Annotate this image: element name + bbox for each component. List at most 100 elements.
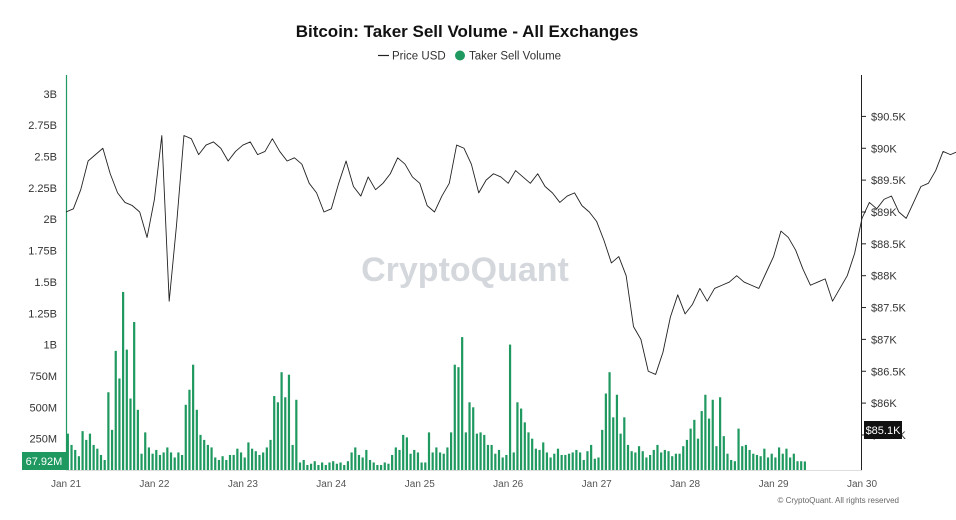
volume-bar: [534, 448, 537, 470]
volume-bar: [696, 438, 700, 470]
volume-bar: [652, 449, 655, 470]
volume-bar: [656, 444, 659, 470]
volume-bar: [177, 452, 180, 470]
y-right-tick-label: $87K: [871, 334, 897, 346]
copyright-footer: © CryptoQuant. All rights reserved: [778, 496, 900, 505]
volume-bar: [239, 452, 243, 470]
volume-bar: [744, 444, 748, 470]
x-tick-label: Jan 25: [405, 479, 435, 490]
volume-bar: [324, 464, 327, 470]
volume-bar: [232, 454, 235, 470]
volume-bar: [335, 463, 338, 470]
volume-bar: [464, 432, 467, 470]
volume-bar: [707, 418, 711, 470]
volume-bar: [711, 399, 714, 470]
volume-bar: [490, 444, 493, 470]
volume-bar: [225, 459, 228, 470]
volume-bar: [512, 452, 515, 470]
volume-bar: [435, 447, 438, 470]
volume-bar: [766, 457, 770, 470]
volume-bar: [468, 402, 471, 470]
y-left-tick-label: 1.25B: [28, 308, 57, 320]
volume-bar: [479, 432, 482, 470]
left-last-value-badge: 67.92M: [22, 452, 66, 470]
y-left-tick-label: 3B: [44, 89, 57, 101]
volume-bar: [158, 454, 162, 470]
x-tick-label: Jan 22: [139, 479, 169, 490]
volume-bar: [604, 393, 607, 470]
volume-bar: [575, 449, 578, 470]
chart-title: Bitcoin: Taker Sell Volume - All Exchang…: [296, 22, 639, 41]
volume-bar: [553, 453, 556, 470]
volume-bar: [634, 452, 637, 470]
volume-bar: [630, 451, 633, 470]
volume-bar: [789, 457, 792, 470]
volume-bar: [450, 432, 453, 470]
volume-bar: [328, 462, 331, 470]
volume-bar: [122, 291, 125, 470]
volume-bar: [560, 454, 563, 470]
volume-bar: [317, 464, 320, 470]
volume-bar: [188, 389, 191, 470]
volume-bar: [387, 463, 390, 470]
volume-bar: [623, 417, 626, 470]
volume-bar: [663, 449, 666, 470]
volume-bar: [258, 454, 261, 470]
volume-bar: [774, 457, 777, 470]
legend-price-usd[interactable]: Price USD: [392, 51, 446, 63]
volume-bar: [719, 397, 722, 470]
y-left-tick-label: 2.5B: [34, 152, 57, 164]
volume-bar: [427, 432, 431, 470]
volume-bar: [350, 452, 353, 470]
volume-bar: [391, 454, 394, 470]
volume-bar: [306, 464, 309, 470]
volume-bar: [66, 433, 69, 470]
volume-bar: [755, 454, 759, 470]
volume-bar: [173, 457, 176, 470]
cryptoquant-watermark: CryptoQuant: [361, 251, 569, 289]
volume-bar: [800, 461, 803, 470]
volume-bar: [505, 454, 508, 470]
volume-bar: [689, 428, 692, 470]
volume-bar: [542, 442, 545, 470]
volume-bar: [195, 409, 198, 470]
volume-bar: [520, 408, 523, 470]
y-right-tick-label: $90K: [871, 143, 897, 155]
x-tick-label: Jan 29: [759, 479, 789, 490]
volume-bar: [741, 446, 744, 470]
volume-bar: [667, 451, 670, 470]
right-last-value-badge: $85.1K: [864, 421, 902, 439]
volume-bar: [343, 464, 346, 470]
x-tick-label: Jan 30: [847, 479, 877, 490]
volume-bar: [291, 444, 294, 470]
volume-bar: [442, 453, 445, 470]
volume-bar: [597, 457, 600, 470]
volume-bar: [402, 434, 405, 470]
y-right-tick-label: $87.5K: [871, 303, 907, 315]
volume-bar: [166, 447, 169, 470]
volume-bar: [494, 453, 497, 470]
y-left-tick-label: 2.75B: [28, 120, 57, 132]
volume-bar: [608, 372, 611, 470]
x-tick-label: Jan 21: [51, 479, 81, 490]
volume-bar: [368, 459, 372, 470]
volume-bar: [81, 431, 84, 470]
y-right-tick-label: $90.5K: [871, 111, 907, 123]
volume-bar: [313, 461, 316, 470]
volume-bar: [379, 464, 383, 470]
volume-bar: [354, 447, 357, 470]
volume-bar: [770, 453, 773, 470]
volume-bar: [737, 428, 740, 470]
volume-bar: [114, 350, 117, 470]
volume-bar: [612, 417, 615, 470]
legend-taker-sell-volume[interactable]: Taker Sell Volume: [469, 51, 561, 63]
volume-bar: [645, 457, 648, 470]
volume-bar: [206, 444, 209, 470]
volume-bar: [752, 453, 755, 470]
x-ticks: Jan 21 Jan 22 Jan 23 Jan 24 Jan 25 Jan 26 Jan …: [51, 479, 877, 490]
right-last-value-box: [864, 421, 902, 439]
x-tick-label: Jan 27: [582, 479, 612, 490]
volume-bar: [251, 448, 254, 470]
y-left-ticks: 250M 500M 750M 1B 1.25B 1.5B 1.75B 2B 2.25B 2.5B 2…: [28, 89, 57, 446]
volume-bar: [571, 452, 574, 470]
